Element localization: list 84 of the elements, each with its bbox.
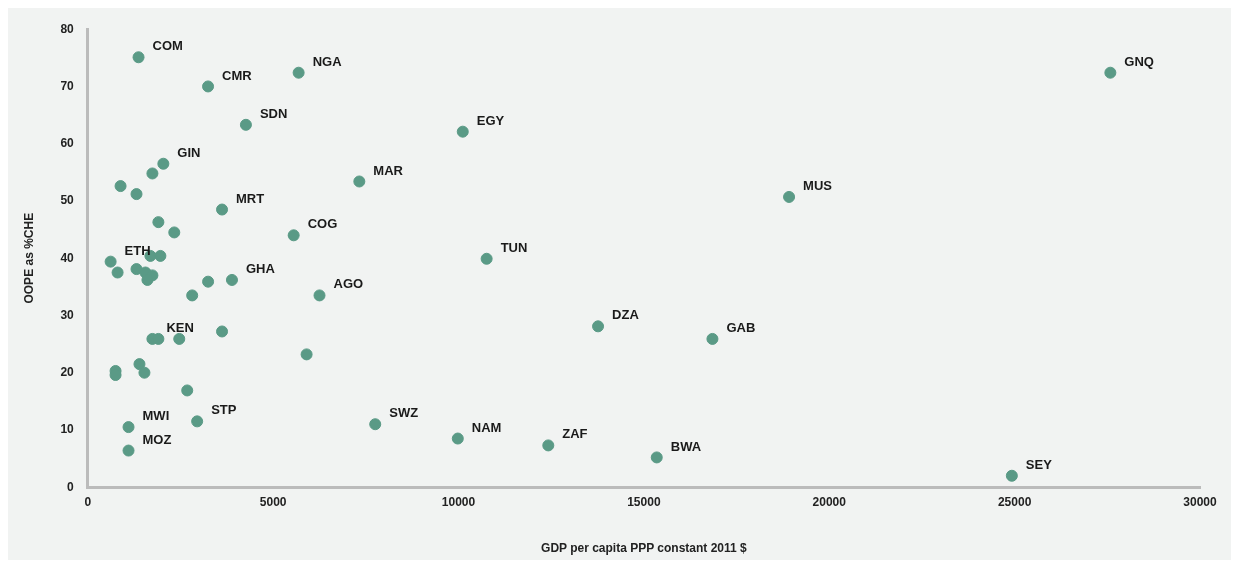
y-tick-label: 50	[60, 193, 75, 208]
point	[706, 332, 719, 345]
point	[191, 415, 204, 428]
annotation: COM	[152, 38, 183, 54]
point	[239, 118, 252, 131]
point	[216, 325, 229, 338]
y-tick-label: 40	[60, 250, 75, 265]
x-tick-label: 25000	[997, 494, 1032, 509]
point	[104, 255, 117, 268]
point	[451, 432, 464, 445]
y-tick-label: 60	[60, 136, 75, 151]
annotation: NAM	[471, 419, 502, 435]
annotation: GIN	[177, 144, 201, 160]
x-axis-title: GDP per capita PPP constant 2011 $	[541, 541, 748, 556]
annotation: BWA	[670, 438, 702, 454]
point	[152, 216, 165, 229]
annotation: DZA	[612, 307, 640, 323]
point	[1104, 66, 1117, 79]
annotation: MAR	[373, 162, 404, 178]
point	[1005, 469, 1018, 482]
point	[133, 358, 146, 371]
x-tick-label: 5000	[259, 494, 287, 509]
point	[650, 451, 663, 464]
x-tick-label: 15000	[627, 494, 661, 509]
annotation: SDN	[259, 105, 288, 121]
y-tick-label: 20	[60, 365, 75, 380]
annotation: COG	[307, 216, 338, 232]
annotation: KEN	[166, 320, 194, 335]
point	[186, 289, 199, 302]
y-tick-label: 10	[60, 422, 75, 437]
annotation: AGO	[333, 276, 364, 292]
annotation: STP	[211, 402, 237, 418]
point	[111, 266, 124, 279]
y-axis-title: OOPE as %CHE	[21, 212, 36, 304]
point	[138, 366, 151, 379]
y-tick-label: 80	[60, 21, 75, 36]
annotation: SWZ	[389, 405, 419, 421]
point	[130, 188, 143, 201]
annotation: EGY	[476, 112, 505, 128]
point	[173, 332, 186, 345]
point	[122, 444, 135, 457]
annotation: GNQ	[1124, 53, 1154, 69]
annotation: TUN	[500, 239, 528, 255]
point	[132, 51, 145, 64]
point	[300, 348, 313, 361]
y-tick-label: 0	[67, 479, 75, 494]
annotation: GAB	[726, 320, 756, 335]
point	[216, 203, 229, 216]
annotation: ETH	[124, 242, 151, 258]
x-tick-label: 30000	[1183, 494, 1218, 509]
point	[157, 157, 170, 170]
point	[456, 125, 469, 138]
annotation: MUS	[803, 178, 833, 194]
point	[783, 190, 796, 203]
y-tick-label: 30	[60, 307, 75, 322]
point	[168, 226, 181, 239]
point	[292, 66, 305, 79]
point	[122, 421, 135, 434]
y-tick-label: 70	[60, 78, 75, 93]
x-tick-label: 0	[84, 494, 92, 509]
x-tick-label: 20000	[812, 494, 847, 509]
annotation: NGA	[312, 53, 343, 69]
point	[225, 273, 238, 286]
point	[202, 275, 215, 288]
annotation: SEY	[1025, 456, 1053, 472]
x-tick-label: 10000	[441, 494, 476, 509]
annotation: CMR	[222, 67, 253, 83]
annotation: MOZ	[142, 431, 172, 447]
annotation: MRT	[236, 190, 265, 206]
point	[480, 252, 493, 265]
point	[592, 320, 605, 333]
annotation: GHA	[245, 261, 276, 277]
point	[369, 418, 382, 431]
point	[313, 289, 326, 302]
point	[154, 249, 167, 262]
point	[202, 80, 215, 93]
point	[114, 180, 127, 193]
point	[353, 175, 366, 188]
point	[181, 384, 194, 397]
annotation: ZAF	[562, 426, 588, 442]
point	[542, 439, 555, 452]
point	[287, 229, 300, 242]
point	[146, 167, 159, 180]
annotation: MWI	[142, 408, 170, 424]
